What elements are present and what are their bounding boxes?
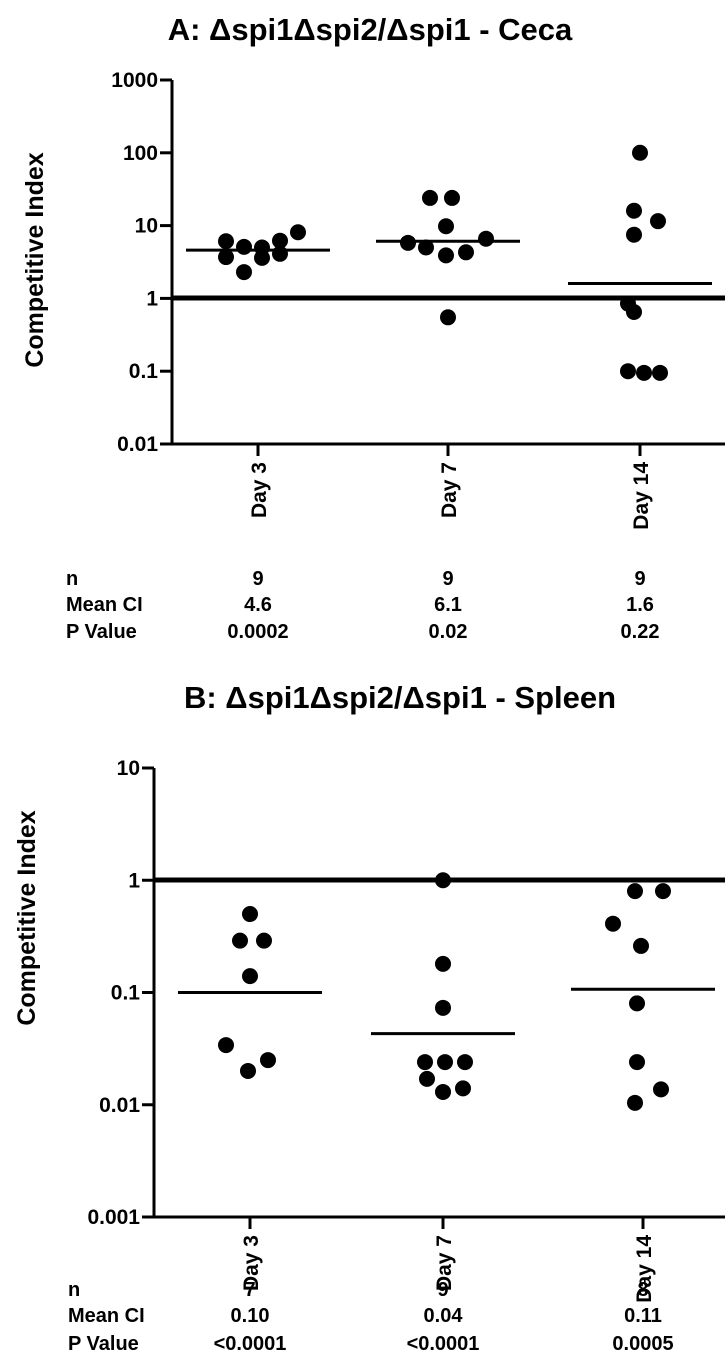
y-tick-label: 10	[135, 215, 158, 238]
stat-value: 9	[437, 1279, 448, 1301]
data-point	[242, 968, 258, 985]
stat-value: <0.0001	[407, 1333, 480, 1355]
data-point	[626, 202, 642, 219]
stat-value: 8	[637, 1279, 648, 1301]
stat-value: 1.6	[626, 594, 654, 616]
y-tick-label: 0.001	[87, 1206, 140, 1229]
stat-value: 0.11	[624, 1305, 662, 1327]
data-point	[272, 245, 288, 262]
data-point	[232, 932, 248, 949]
data-point	[605, 915, 621, 932]
data-point	[458, 244, 474, 261]
x-category-label: Day 14	[633, 1235, 656, 1303]
stat-value: 0.22	[621, 621, 660, 643]
x-category-label: Day 3	[240, 1235, 263, 1291]
data-point	[260, 1052, 276, 1069]
x-category-label: Day 7	[438, 462, 461, 518]
data-point	[418, 239, 434, 256]
data-point	[455, 1080, 471, 1097]
data-point	[626, 226, 642, 243]
panel-a: A: Δspi1Δspi2/Δspi1 - Ceca Competitive I…	[21, 12, 725, 643]
data-point	[422, 189, 438, 206]
stat-row-label: Mean CI	[68, 1305, 145, 1327]
y-tick-label: 0.01	[117, 433, 158, 456]
panel-b-y-axis-label: Competitive Index	[13, 810, 41, 1025]
y-tick-label: 0.01	[99, 1094, 140, 1117]
y-tick-label: 0.1	[111, 982, 141, 1005]
data-point	[444, 189, 460, 206]
stat-value: 4.6	[244, 594, 272, 616]
y-tick-label: 1	[128, 869, 140, 892]
data-point	[240, 1062, 256, 1079]
data-point	[400, 234, 416, 251]
stat-value: 6.1	[434, 594, 462, 616]
stat-value: 7	[244, 1279, 255, 1301]
data-point	[218, 1037, 234, 1054]
data-point	[419, 1070, 435, 1087]
stat-value: <0.0001	[214, 1333, 287, 1355]
data-point	[290, 224, 306, 241]
data-point	[478, 230, 494, 247]
data-point	[627, 1094, 643, 1111]
data-point	[218, 233, 234, 250]
stat-value: 0.02	[429, 621, 468, 643]
data-point	[218, 249, 234, 266]
stat-value: 0.04	[424, 1305, 464, 1327]
stat-value: 9	[634, 568, 645, 590]
data-point	[629, 1054, 645, 1071]
stat-row-label: P Value	[68, 1333, 139, 1355]
data-point	[626, 304, 642, 321]
data-point	[417, 1054, 433, 1071]
panel-a-y-axis-label: Competitive Index	[21, 152, 49, 367]
data-point	[256, 932, 272, 949]
data-point	[627, 883, 643, 900]
data-point	[242, 906, 258, 923]
stat-row-label: Mean CI	[66, 594, 143, 616]
panel-b: B: Δspi1Δspi2/Δspi1 - Spleen Competitive…	[13, 680, 725, 1355]
stat-row-label: n	[68, 1279, 80, 1301]
x-category-label: Day 7	[433, 1235, 456, 1291]
y-tick-label: 1	[146, 287, 158, 310]
stat-value: 0.0002	[227, 621, 288, 643]
x-category-label: Day 3	[248, 462, 271, 518]
stat-value: 9	[442, 568, 453, 590]
stat-value: 0.0005	[612, 1333, 673, 1355]
data-point	[435, 872, 451, 889]
data-point	[272, 232, 288, 249]
data-point	[620, 363, 636, 380]
data-point	[650, 213, 666, 230]
data-point	[435, 999, 451, 1016]
y-tick-label: 0.1	[129, 360, 159, 383]
data-point	[440, 309, 456, 326]
data-point	[629, 995, 645, 1012]
data-point	[236, 238, 252, 255]
data-point	[632, 144, 648, 161]
data-point	[655, 883, 671, 900]
y-tick-label: 100	[123, 142, 158, 165]
data-point	[633, 937, 649, 954]
stat-row-label: n	[66, 568, 78, 590]
y-tick-label: 10	[117, 757, 140, 780]
stat-value: 9	[252, 568, 263, 590]
x-category-label: Day 14	[630, 462, 653, 530]
data-point	[437, 1054, 453, 1071]
panel-a-title: A: Δspi1Δspi2/Δspi1 - Ceca	[168, 12, 573, 47]
data-point	[636, 364, 652, 381]
panel-b-title: B: Δspi1Δspi2/Δspi1 - Spleen	[184, 680, 616, 715]
data-point	[652, 364, 668, 381]
data-point	[457, 1054, 473, 1071]
data-point	[653, 1081, 669, 1098]
stat-value: 0.10	[231, 1305, 270, 1327]
data-point	[438, 218, 454, 235]
data-point	[435, 955, 451, 972]
data-point	[438, 247, 454, 264]
data-point	[236, 264, 252, 281]
data-point	[435, 1083, 451, 1100]
stat-row-label: P Value	[66, 621, 137, 643]
y-tick-label: 1000	[111, 69, 158, 92]
data-point	[254, 249, 270, 266]
